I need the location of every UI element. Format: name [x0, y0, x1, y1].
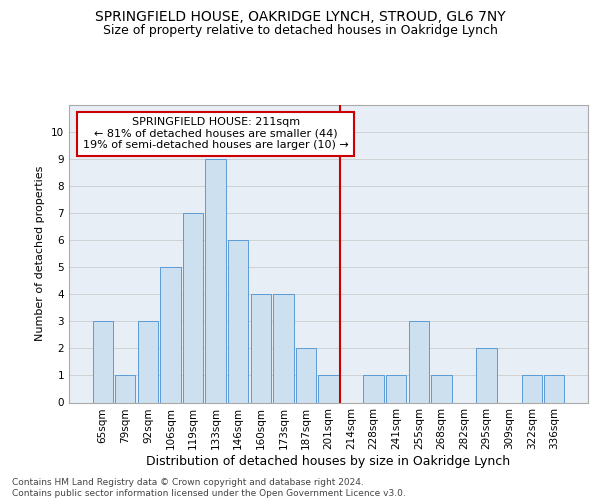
Bar — [205, 159, 226, 402]
Y-axis label: Number of detached properties: Number of detached properties — [35, 166, 46, 342]
Text: Contains HM Land Registry data © Crown copyright and database right 2024.
Contai: Contains HM Land Registry data © Crown c… — [12, 478, 406, 498]
Text: SPRINGFIELD HOUSE, OAKRIDGE LYNCH, STROUD, GL6 7NY: SPRINGFIELD HOUSE, OAKRIDGE LYNCH, STROU… — [95, 10, 505, 24]
Bar — [364, 376, 384, 402]
Text: SPRINGFIELD HOUSE: 211sqm
← 81% of detached houses are smaller (44)
19% of semi-: SPRINGFIELD HOUSE: 211sqm ← 81% of detac… — [83, 117, 349, 150]
Bar — [273, 294, 293, 403]
Bar — [115, 376, 136, 402]
Bar — [521, 376, 542, 402]
Bar — [251, 294, 271, 403]
Bar — [92, 322, 113, 402]
Bar — [138, 322, 158, 402]
Bar — [183, 213, 203, 402]
Bar — [296, 348, 316, 403]
Bar — [319, 376, 338, 402]
Bar — [228, 240, 248, 402]
Bar — [409, 322, 429, 402]
Bar — [386, 376, 406, 402]
X-axis label: Distribution of detached houses by size in Oakridge Lynch: Distribution of detached houses by size … — [146, 455, 511, 468]
Bar — [160, 268, 181, 402]
Bar — [544, 376, 565, 402]
Bar — [476, 348, 497, 403]
Text: Size of property relative to detached houses in Oakridge Lynch: Size of property relative to detached ho… — [103, 24, 497, 37]
Bar — [431, 376, 452, 402]
